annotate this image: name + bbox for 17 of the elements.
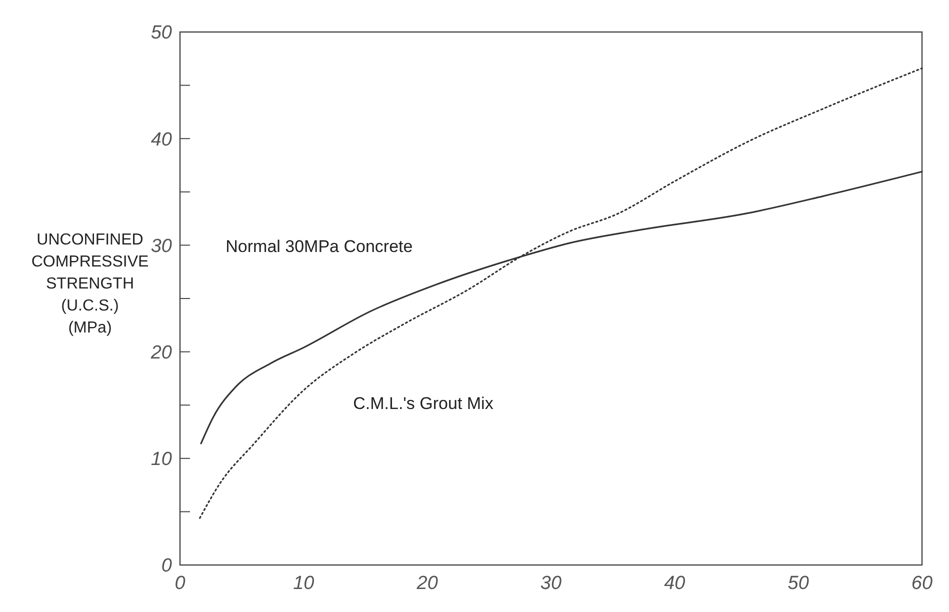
x-tick-label: 60 xyxy=(911,573,933,594)
y-tick-label: 0 xyxy=(161,556,172,577)
x-tick-label: 20 xyxy=(416,573,438,594)
y-tick-label: 30 xyxy=(150,236,172,257)
y-tick-label: 50 xyxy=(150,22,172,44)
y-axis-title: UNCONFINED COMPRESSIVE STRENGTH (U.C.S.) (MPa) xyxy=(31,232,149,336)
x-tick-label: 40 xyxy=(664,573,686,594)
x-tick-label: 50 xyxy=(788,573,810,594)
line-series xyxy=(198,67,923,519)
y-tick-label: 40 xyxy=(150,129,172,150)
x-tick-label: 10 xyxy=(293,573,315,594)
x-tick-label: 0 xyxy=(174,573,186,594)
x-tick-label: 30 xyxy=(540,573,562,594)
series-label: C.M.L.'s Grout Mix xyxy=(353,394,494,413)
y-tick-label: 20 xyxy=(150,342,172,364)
text: Normal 30MPa Concrete xyxy=(226,236,413,256)
y-tick-label: 10 xyxy=(150,449,172,470)
